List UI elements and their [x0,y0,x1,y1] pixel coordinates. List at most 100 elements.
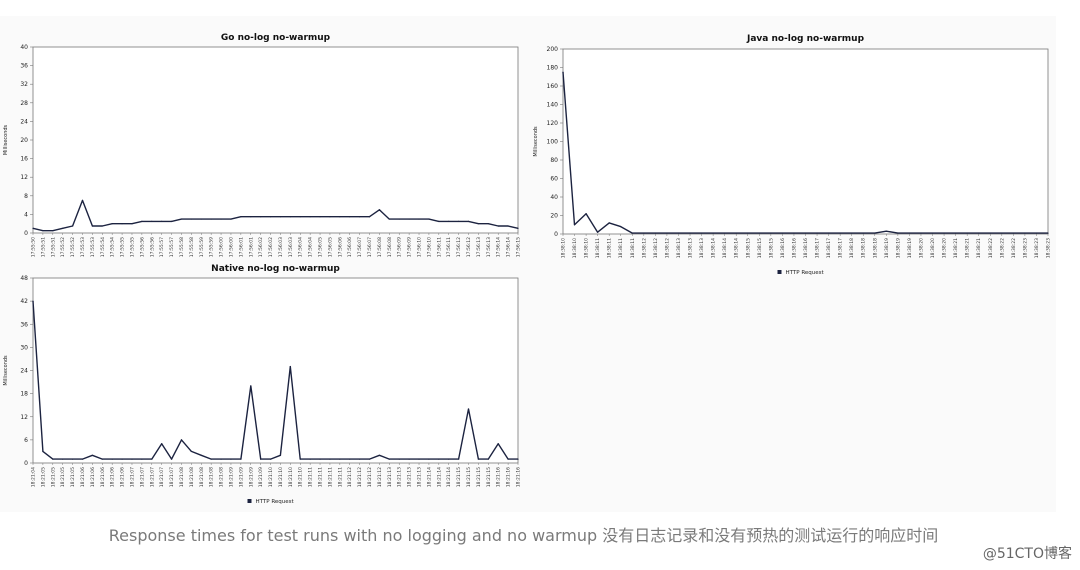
x-tick-label: 18:21:16 [506,467,512,487]
data-point [966,232,968,234]
data-point [161,443,163,445]
data-point [428,458,430,460]
x-tick-label: 17:55:57 [169,237,175,257]
data-point [467,408,470,410]
x-tick-label: 18:38:13 [688,238,694,258]
x-tick-label: 18:21:07 [159,467,165,487]
x-tick-label: 18:21:14 [436,467,442,487]
data-point [851,232,853,234]
data-point [989,232,991,234]
data-point [724,232,726,234]
y-tick-label: 20 [550,213,558,220]
x-tick-label: 17:56:01 [238,237,244,257]
x-tick-label: 17:56:13 [486,237,492,257]
x-tick-label: 17:56:08 [387,237,393,257]
y-tick-label: 42 [20,298,28,305]
x-tick-label: 18:38:16 [803,238,809,258]
legend-label: HTTP Request [256,499,295,505]
legend-swatch [777,270,782,274]
x-tick-label: 17:56:15 [516,237,522,257]
data-point [180,218,183,220]
y-tick-label: 160 [547,83,559,90]
y-tick-label: 36 [20,63,28,70]
y-tick-label: 48 [20,275,28,282]
x-tick-label: 17:56:10 [426,237,432,257]
x-tick-label: 18:38:19 [895,238,901,258]
data-point [747,232,749,234]
data-point [289,366,291,368]
x-tick-label: 17:56:09 [407,237,413,257]
data-point [279,216,282,218]
x-tick-label: 18:21:14 [446,467,452,487]
figure-panel: Go no-log no-warmup Milliseconds 0 4 8 12 16 20… [0,16,1056,512]
x-tick-label: 18:38:18 [872,238,878,258]
x-tick-label: 18:21:15 [456,467,462,487]
data-point [349,216,351,218]
y-tick-label: 120 [547,120,559,127]
x-tick-label: 18:21:12 [347,467,353,487]
data-point [804,232,807,234]
x-tick-label: 18:38:14 [722,238,728,258]
x-tick-label: 18:21:07 [129,467,135,487]
x-tick-label: 18:21:12 [357,467,363,487]
x-tick-label: 18:38:20 [930,238,936,258]
x-tick-label: 18:21:10 [278,467,284,487]
x-tick-label: 17:56:12 [466,237,472,257]
data-point [816,232,818,234]
data-point [908,232,911,234]
data-point [230,218,232,220]
x-tick-label: 18:38:20 [942,238,948,258]
data-point [597,231,599,233]
y-tick-label: 140 [547,102,559,109]
data-point [654,232,656,234]
chart-0: Go no-log no-warmup Milliseconds 0 4 8 12 16 20… [3,33,522,257]
data-point [487,223,489,225]
x-tick-label: 17:55:50 [31,237,37,257]
data-point [339,216,341,218]
x-tick-label: 17:56:07 [357,237,363,257]
x-tick-label: 18:21:13 [387,467,393,487]
data-point [299,216,301,218]
x-tick-label: 18:21:08 [189,467,195,487]
data-point [978,232,980,234]
plot-frame [32,46,519,234]
x-tick-label: 17:56:02 [258,237,264,257]
data-point [517,227,519,229]
x-tick-label: 18:21:13 [407,467,413,487]
data-point [408,458,410,460]
data-point [448,220,450,222]
x-tick-label: 18:38:13 [699,238,705,258]
data-point [793,232,795,234]
data-point [477,458,480,460]
data-point [269,216,272,218]
legend-label: HTTP Request [786,270,825,276]
x-tick-label: 18:21:08 [209,467,215,487]
x-tick-label: 18:21:16 [496,467,502,487]
x-tick-label: 18:38:22 [999,238,1005,258]
x-tick-label: 18:38:18 [849,238,855,258]
x-tick-label: 17:55:55 [129,237,135,257]
x-tick-label: 18:21:07 [169,467,175,487]
x-tick-label: 18:21:08 [219,467,225,487]
x-tick-label: 18:21:10 [268,467,274,487]
data-point [839,232,841,234]
y-axis-label: Milliseconds [3,124,9,155]
data-point [141,220,143,222]
x-tick-label: 17:56:01 [248,237,254,257]
x-tick-label: 18:38:12 [653,238,659,258]
y-tick-label: 30 [20,344,28,351]
x-tick-label: 18:21:11 [308,467,314,487]
x-tick-label: 18:38:14 [711,238,717,258]
x-tick-label: 17:56:06 [337,237,343,257]
x-tick-label: 18:21:12 [377,467,383,487]
data-point [91,225,93,227]
x-tick-label: 18:38:10 [584,238,590,258]
data-point [689,232,691,234]
x-tick-label: 17:55:59 [199,237,205,257]
x-tick-label: 17:56:03 [278,237,284,257]
x-tick-label: 18:38:22 [988,238,994,258]
data-point [378,209,381,211]
data-point [220,218,222,220]
chart-2: Native no-log no-warmup Milliseconds 0 6 12 1… [3,264,522,505]
x-tick-label: 17:56:00 [219,237,225,257]
